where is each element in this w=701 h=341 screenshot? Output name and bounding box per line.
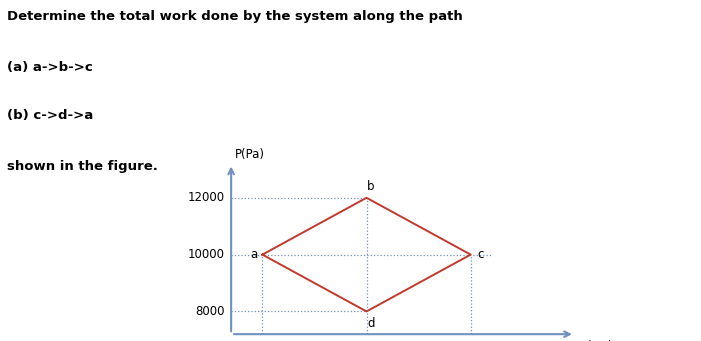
Text: d: d (367, 316, 374, 329)
Text: a: a (250, 248, 257, 261)
Text: (a) a->b->c: (a) a->b->c (7, 61, 93, 74)
Text: shown in the figure.: shown in the figure. (7, 160, 158, 173)
Text: (b) c->d->a: (b) c->d->a (7, 109, 93, 122)
Text: c: c (477, 248, 483, 261)
Text: 8000: 8000 (196, 305, 225, 318)
Text: V(m³): V(m³) (580, 340, 613, 341)
Text: 2.0: 2.0 (358, 340, 376, 341)
Text: Determine the total work done by the system along the path: Determine the total work done by the sys… (7, 10, 463, 23)
Text: 3.0: 3.0 (461, 340, 480, 341)
Text: 10000: 10000 (188, 248, 225, 261)
Text: 1.0: 1.0 (253, 340, 272, 341)
Text: P(Pa): P(Pa) (236, 148, 265, 161)
Text: b: b (367, 180, 374, 193)
Text: 12000: 12000 (188, 191, 225, 204)
